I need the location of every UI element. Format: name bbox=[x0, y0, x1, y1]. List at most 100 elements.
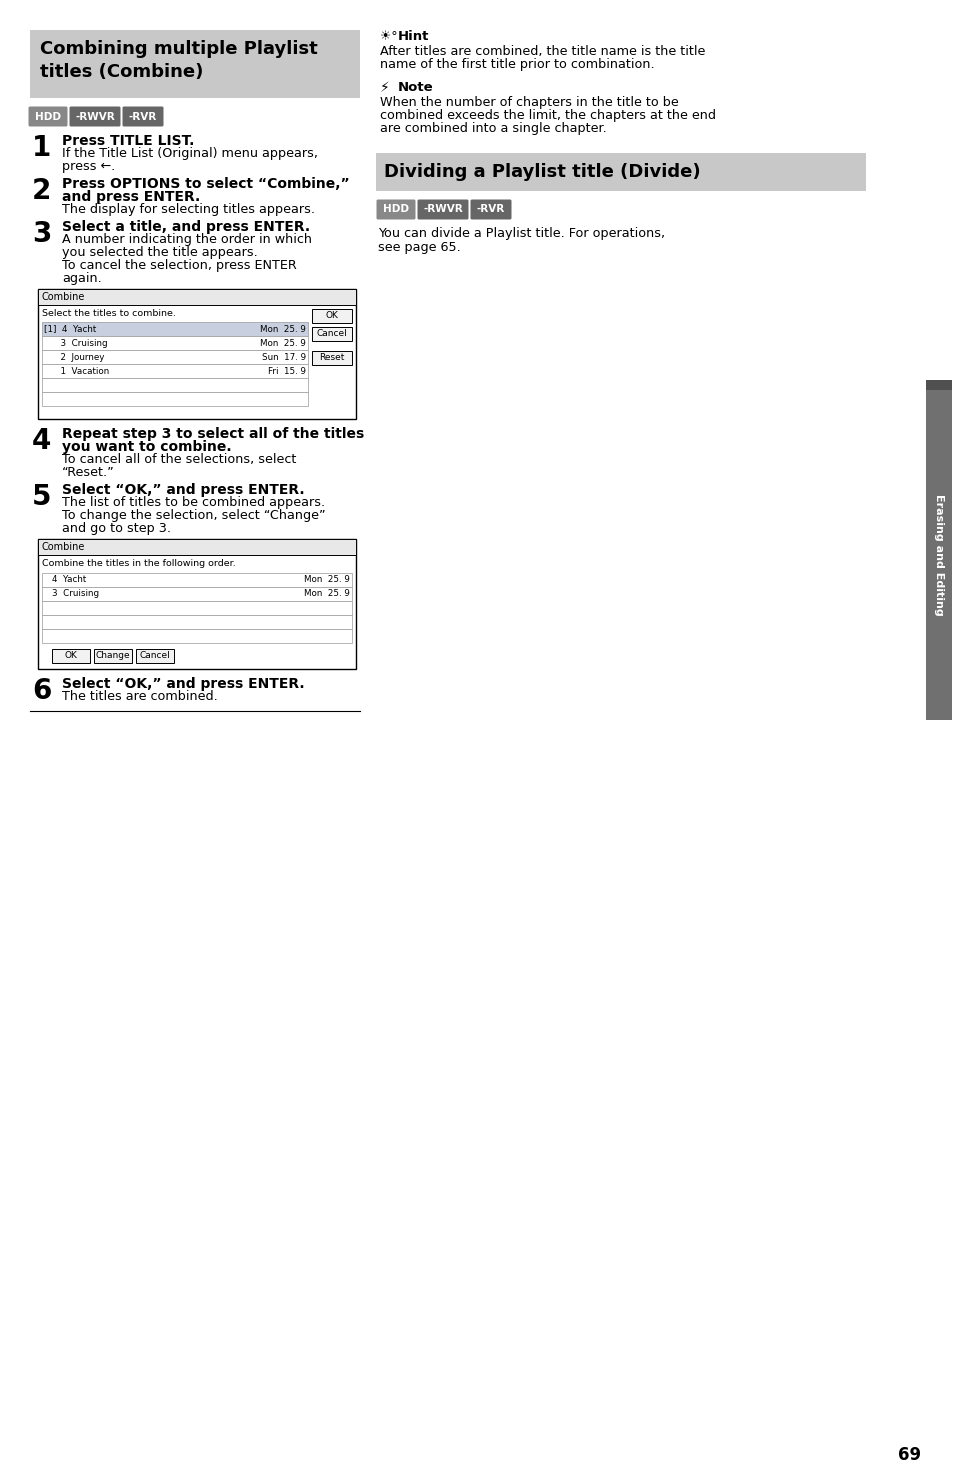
Text: HDD: HDD bbox=[35, 111, 61, 122]
Text: Select “OK,” and press ENTER.: Select “OK,” and press ENTER. bbox=[62, 678, 304, 691]
Text: Mon  25. 9: Mon 25. 9 bbox=[304, 590, 350, 599]
Bar bbox=[925, 380, 951, 390]
Text: To cancel the selection, press ENTER: To cancel the selection, press ENTER bbox=[62, 260, 296, 271]
Bar bbox=[42, 337, 308, 350]
Bar bbox=[42, 587, 352, 601]
Text: -RWVR: -RWVR bbox=[75, 111, 114, 122]
Text: Mon  25. 9: Mon 25. 9 bbox=[260, 338, 306, 347]
Bar bbox=[42, 629, 352, 644]
Bar bbox=[42, 350, 308, 363]
Bar bbox=[38, 538, 355, 669]
Bar bbox=[375, 153, 865, 191]
Text: Mon  25. 9: Mon 25. 9 bbox=[304, 575, 350, 584]
Text: 3: 3 bbox=[32, 219, 51, 248]
Text: Combine: Combine bbox=[42, 541, 85, 552]
Text: Repeat step 3 to select all of the titles: Repeat step 3 to select all of the title… bbox=[62, 427, 364, 440]
Text: Erasing and Editing: Erasing and Editing bbox=[933, 494, 943, 615]
Text: -RWVR: -RWVR bbox=[423, 205, 462, 215]
Bar bbox=[42, 392, 308, 406]
Text: A number indicating the order in which: A number indicating the order in which bbox=[62, 233, 312, 246]
FancyBboxPatch shape bbox=[70, 107, 120, 126]
Text: Select the titles to combine.: Select the titles to combine. bbox=[42, 308, 175, 317]
Text: [1]  4  Yacht: [1] 4 Yacht bbox=[44, 325, 96, 334]
Text: Combine the titles in the following order.: Combine the titles in the following orde… bbox=[42, 559, 235, 568]
Text: You can divide a Playlist title. For operations,: You can divide a Playlist title. For ope… bbox=[377, 227, 664, 240]
Bar bbox=[312, 351, 352, 365]
Bar bbox=[94, 650, 132, 663]
FancyBboxPatch shape bbox=[376, 200, 416, 219]
Bar bbox=[38, 289, 355, 420]
Text: Select “OK,” and press ENTER.: Select “OK,” and press ENTER. bbox=[62, 483, 304, 497]
Bar bbox=[136, 650, 173, 663]
Text: again.: again. bbox=[62, 271, 102, 285]
Bar bbox=[312, 308, 352, 323]
Text: Reset: Reset bbox=[319, 353, 344, 362]
Bar bbox=[312, 326, 352, 341]
Text: combined exceeds the limit, the chapters at the end: combined exceeds the limit, the chapters… bbox=[379, 108, 716, 122]
FancyBboxPatch shape bbox=[122, 107, 163, 126]
Text: ☀°: ☀° bbox=[379, 30, 397, 43]
Text: 4: 4 bbox=[32, 427, 51, 455]
Text: When the number of chapters in the title to be: When the number of chapters in the title… bbox=[379, 96, 678, 108]
FancyBboxPatch shape bbox=[29, 107, 68, 126]
Text: Select a title, and press ENTER.: Select a title, and press ENTER. bbox=[62, 219, 310, 234]
Text: and go to step 3.: and go to step 3. bbox=[62, 522, 171, 535]
Text: 2  Journey: 2 Journey bbox=[44, 353, 104, 362]
Text: Note: Note bbox=[397, 82, 434, 93]
Text: HDD: HDD bbox=[382, 205, 409, 215]
Text: The display for selecting titles appears.: The display for selecting titles appears… bbox=[62, 203, 314, 217]
Text: press ←.: press ←. bbox=[62, 160, 115, 174]
Text: see page 65.: see page 65. bbox=[377, 242, 460, 254]
Text: Mon  25. 9: Mon 25. 9 bbox=[260, 325, 306, 334]
Bar bbox=[925, 390, 951, 721]
Text: 6: 6 bbox=[32, 678, 51, 704]
Bar bbox=[52, 650, 90, 663]
Text: Hint: Hint bbox=[397, 30, 429, 43]
Text: Dividing a Playlist title (Divide): Dividing a Playlist title (Divide) bbox=[384, 163, 700, 181]
Text: To change the selection, select “Change”: To change the selection, select “Change” bbox=[62, 509, 325, 522]
Text: you selected the title appears.: you selected the title appears. bbox=[62, 246, 257, 260]
Bar bbox=[30, 30, 359, 98]
Text: The titles are combined.: The titles are combined. bbox=[62, 690, 217, 703]
Text: Press TITLE LIST.: Press TITLE LIST. bbox=[62, 133, 194, 148]
Text: name of the first title prior to combination.: name of the first title prior to combina… bbox=[379, 58, 654, 71]
FancyBboxPatch shape bbox=[470, 200, 511, 219]
Text: To cancel all of the selections, select: To cancel all of the selections, select bbox=[62, 452, 296, 466]
Text: are combined into a single chapter.: are combined into a single chapter. bbox=[379, 122, 606, 135]
Text: “Reset.”: “Reset.” bbox=[62, 466, 114, 479]
Text: 1  Vacation: 1 Vacation bbox=[44, 366, 110, 375]
Text: 2: 2 bbox=[32, 176, 51, 205]
Text: 5: 5 bbox=[32, 483, 51, 512]
Text: Fri  15. 9: Fri 15. 9 bbox=[268, 366, 306, 375]
Text: ⚡: ⚡ bbox=[379, 82, 390, 95]
Bar bbox=[42, 615, 352, 629]
Text: Cancel: Cancel bbox=[139, 651, 171, 660]
Bar bbox=[38, 289, 355, 305]
Bar bbox=[38, 538, 355, 555]
Text: If the Title List (Original) menu appears,: If the Title List (Original) menu appear… bbox=[62, 147, 317, 160]
Text: Combining multiple Playlist
titles (Combine): Combining multiple Playlist titles (Comb… bbox=[40, 40, 317, 82]
Bar bbox=[42, 363, 308, 378]
Text: you want to combine.: you want to combine. bbox=[62, 440, 232, 454]
Text: Combine: Combine bbox=[42, 292, 85, 303]
Bar bbox=[42, 322, 308, 337]
Bar bbox=[42, 601, 352, 615]
Bar bbox=[42, 378, 308, 392]
Text: Sun  17. 9: Sun 17. 9 bbox=[262, 353, 306, 362]
Text: The list of titles to be combined appears.: The list of titles to be combined appear… bbox=[62, 495, 325, 509]
Text: 4  Yacht: 4 Yacht bbox=[52, 575, 86, 584]
Text: OK: OK bbox=[325, 311, 338, 320]
Text: 69: 69 bbox=[898, 1446, 921, 1464]
Text: Press OPTIONS to select “Combine,”: Press OPTIONS to select “Combine,” bbox=[62, 176, 349, 191]
Text: Cancel: Cancel bbox=[316, 329, 347, 338]
Text: Change: Change bbox=[95, 651, 131, 660]
Text: After titles are combined, the title name is the title: After titles are combined, the title nam… bbox=[379, 44, 704, 58]
Text: -RVR: -RVR bbox=[476, 205, 504, 215]
Text: OK: OK bbox=[65, 651, 77, 660]
Text: -RVR: -RVR bbox=[129, 111, 157, 122]
FancyBboxPatch shape bbox=[417, 200, 468, 219]
Bar bbox=[42, 572, 352, 587]
Text: 1: 1 bbox=[32, 133, 51, 162]
Text: and press ENTER.: and press ENTER. bbox=[62, 190, 200, 205]
Text: 3  Cruising: 3 Cruising bbox=[44, 338, 108, 347]
